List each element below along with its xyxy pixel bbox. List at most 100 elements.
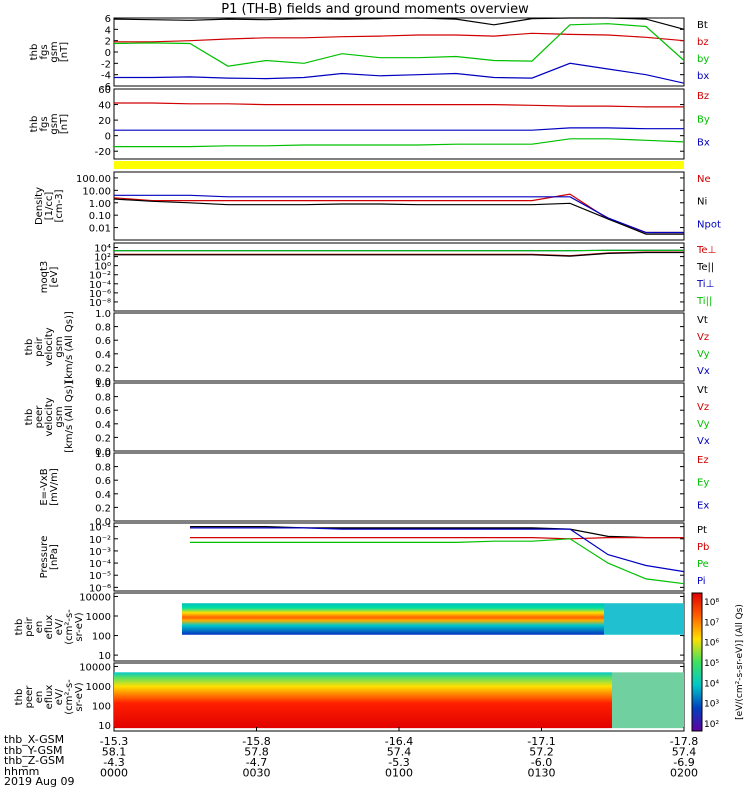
y-axis-label: [km/s (All Qs)]	[64, 381, 75, 453]
y-tick-label: -6	[101, 82, 111, 93]
y-axis-label: [mV/m]	[49, 468, 60, 506]
legend-Ti||: Ti||	[696, 296, 712, 307]
x-date: 2019 Aug 09	[4, 775, 75, 788]
colorbar-label: [eV/(cm²-s-sr-eV)] (All Qs)	[735, 604, 745, 720]
y-axis-label: [eV]	[49, 267, 60, 288]
y-tick-label: 1000	[86, 612, 111, 623]
x-tick-value: 58.1	[102, 746, 127, 759]
y-tick-label: 20	[98, 116, 111, 127]
panel-pressure	[113, 522, 685, 592]
y-axis-label: thb	[14, 619, 25, 636]
y-tick-label: 0.8	[95, 463, 111, 474]
legend-Te⊥: Te⊥	[696, 245, 716, 256]
x-tick-value: -15.3	[100, 735, 128, 748]
x-tick-value: 57.8	[244, 746, 269, 759]
x-tick-value: 57.2	[529, 746, 554, 759]
series-Bx	[114, 127, 684, 131]
x-tick-value: -4.7	[246, 756, 267, 769]
x-tick-value: 0200	[670, 767, 698, 780]
colorbar-tick-label: 10⁷	[704, 618, 719, 628]
spectrogram-tail	[604, 603, 684, 635]
legend-Vy: Vy	[697, 419, 710, 430]
y-tick-label: 10⁻⁸	[89, 298, 111, 309]
y-tick-label: 10²	[94, 253, 111, 264]
y-axis-label: moqt3	[39, 261, 50, 294]
legend-Ez: Ez	[697, 455, 709, 466]
x-tick-value: -4.3	[103, 756, 124, 769]
panel-frame	[113, 382, 685, 452]
y-tick-label: 10⁻¹	[89, 523, 111, 534]
x-tick-value: -6.0	[531, 756, 552, 769]
y-tick-label: 60	[98, 85, 111, 96]
x-tick-value: 57.4	[387, 746, 412, 759]
y-axis-label: peir	[24, 616, 35, 636]
y-axis-label: E=-VxB	[39, 468, 50, 505]
panel-moqt3	[113, 242, 685, 312]
x-row-label-2: thb_Z-GSM	[4, 754, 65, 767]
y-tick-label: 1.0	[95, 449, 111, 460]
legend-Pb: Pb	[697, 542, 709, 553]
y-tick-label: 10000	[79, 592, 111, 603]
y-axis-label: thb	[14, 689, 25, 706]
series-Pe	[190, 538, 685, 585]
panel-fgs	[113, 17, 685, 87]
x-tick-value: -6.9	[673, 756, 694, 769]
y-tick-label: 10⁻²	[89, 271, 111, 282]
colorbar-tick-label: 10²	[704, 720, 719, 730]
colorbar	[691, 592, 703, 732]
panel-fgs_dsl	[113, 88, 685, 160]
series-Pb	[190, 537, 684, 540]
y-axis-label: eV/	[54, 618, 65, 635]
x-tick-value: 57.4	[672, 746, 697, 759]
y-axis-label: velocity	[44, 327, 55, 366]
y-tick-label: 10	[98, 651, 111, 662]
spectrogram-tail	[612, 672, 684, 729]
y-axis-label: gsm	[54, 406, 65, 427]
y-tick-label: 1.0	[95, 309, 111, 320]
x-axis-labels: thb_X-GSM thb_Y-GSM thb_Z-GSM hhmm 2019 …	[4, 734, 75, 788]
legend-Ni: Ni	[697, 197, 707, 208]
colorbar-tick-label: 10⁴	[704, 679, 719, 689]
y-tick-label: 0.10	[89, 211, 111, 222]
colorbar-tick-label: 10³	[704, 700, 719, 710]
spectrogram-fill	[182, 603, 604, 635]
panel-peer_velocity	[113, 382, 685, 452]
y-tick-label: 10⁻⁴	[89, 559, 111, 570]
y-tick-label: 10⁰	[94, 262, 111, 273]
y-axis-label: peir	[34, 336, 45, 356]
x-tick-value: 0030	[243, 767, 271, 780]
panel-frame	[113, 312, 685, 382]
y-tick-label: 0.01	[89, 224, 111, 235]
y-tick-label: 100.00	[76, 174, 111, 185]
series-bx	[114, 62, 685, 84]
series-Pt	[190, 526, 684, 539]
panel-frame	[113, 522, 685, 592]
y-axis-label: thb	[24, 339, 35, 356]
y-tick-label: 10⁻⁶	[89, 583, 111, 594]
y-axis-label: gsm	[49, 41, 60, 62]
series-Pi	[190, 527, 685, 573]
y-tick-label: 0.6	[95, 406, 111, 417]
legend-Pe: Pe	[697, 559, 709, 570]
x-tick-value: -17.1	[527, 735, 555, 748]
legend-By: By	[697, 114, 710, 125]
series-Bz	[114, 102, 684, 108]
y-axis-label: [nPa]	[49, 544, 60, 570]
y-axis-label: velocity	[44, 397, 55, 436]
y-axis-label: [nT]	[59, 42, 70, 62]
y-tick-label: 0.8	[95, 393, 111, 404]
y-axis-label: [km/s (All Qs)]	[64, 311, 75, 383]
series-Bt	[113, 17, 685, 30]
y-axis-label: [cm-3]	[54, 189, 65, 222]
y-axis-label: sr-eV)	[74, 612, 85, 641]
series-Ni	[113, 198, 684, 235]
x-tick-value: -5.3	[388, 756, 409, 769]
y-tick-label: 0.4	[95, 350, 111, 361]
y-tick-label: 0.4	[95, 490, 111, 501]
y-axis-label: Density	[34, 187, 45, 225]
y-tick-label: 10	[98, 721, 111, 732]
legend-Bz: Bz	[697, 91, 709, 102]
panel-frame	[113, 88, 685, 160]
y-tick-label: 10⁻⁴	[89, 280, 111, 291]
